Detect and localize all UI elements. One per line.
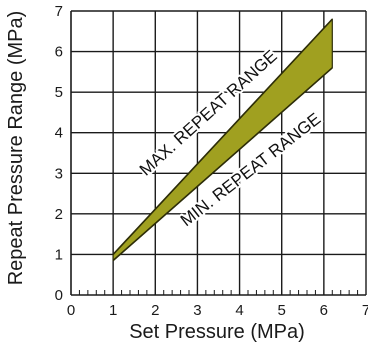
- x-tick-label: 5: [278, 302, 286, 319]
- x-tick-label: 0: [67, 302, 75, 319]
- repeat-range-band: [112, 18, 333, 262]
- x-tick-label: 2: [151, 302, 159, 319]
- x-tick-label: 3: [193, 302, 201, 319]
- min-range-line: [112, 67, 333, 262]
- x-axis-title: Set Pressure (MPa): [129, 321, 305, 343]
- max-range-line: [112, 18, 333, 255]
- y-axis-title: Repeat Pressure Range (MPa): [5, 11, 27, 286]
- y-tick-label: 5: [55, 84, 63, 101]
- x-tick-label: 6: [320, 302, 328, 319]
- x-tick-label: 7: [362, 302, 368, 319]
- axes: [70, 11, 367, 296]
- y-tick-label: 2: [55, 206, 63, 223]
- y-tick-label: 4: [55, 125, 63, 142]
- tick-labels: 0 1 2 3 4 5 6 7 0 1 2 3 4 5 6 7: [55, 3, 368, 319]
- x-tick-label: 4: [235, 302, 243, 319]
- y-tick-label: 3: [55, 165, 63, 182]
- y-tick-label: 6: [55, 44, 63, 61]
- y-tick-label: 7: [55, 3, 63, 20]
- y-tick-label: 0: [55, 287, 63, 304]
- x-tick-label: 1: [109, 302, 117, 319]
- y-tick-label: 1: [55, 246, 63, 263]
